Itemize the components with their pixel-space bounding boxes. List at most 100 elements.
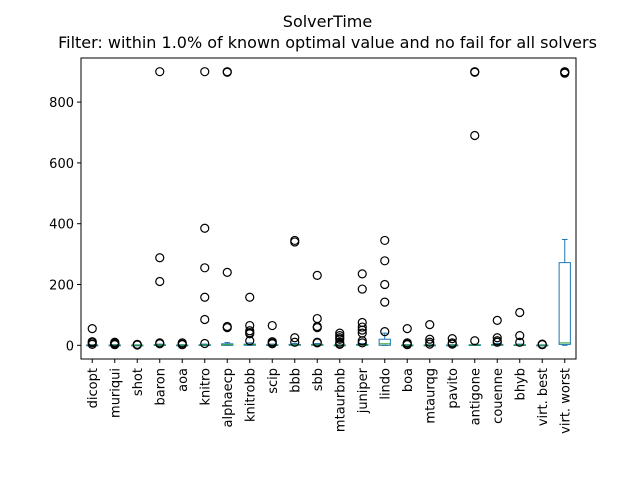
- x-tick-label: baron: [153, 368, 168, 405]
- x-tick-label: boa: [401, 368, 416, 392]
- x-tick-label: antigone: [468, 368, 483, 425]
- box-muriqui: [108, 337, 121, 350]
- outlier-point: [200, 314, 210, 325]
- outlier-point: [267, 320, 277, 331]
- x-tick-label: virt. worst: [558, 368, 573, 434]
- outlier-point: [425, 320, 435, 330]
- outlier-point: [245, 336, 255, 346]
- outlier-point: [402, 340, 412, 350]
- outlier-point: [245, 329, 255, 339]
- chart-subtitle: Filter: within 1.0% of known optimal val…: [58, 33, 597, 52]
- outlier-point: [87, 323, 97, 334]
- outlier-point: [492, 333, 502, 343]
- x-tick-label: bhyb: [513, 368, 528, 400]
- box-knitro: [198, 67, 211, 349]
- outlier-point: [560, 68, 570, 78]
- box-sbb: [311, 270, 324, 348]
- outlier-point: [402, 323, 412, 334]
- outlier-point: [380, 279, 390, 290]
- box-antigone: [468, 67, 481, 347]
- outlier-point: [290, 333, 300, 343]
- x-tick-label: sbb: [311, 368, 326, 391]
- outlier-point: [155, 276, 165, 287]
- outlier-point: [380, 297, 390, 307]
- outlier-point: [335, 328, 345, 338]
- box-knitrobb: [243, 292, 256, 346]
- outlier-point: [380, 235, 390, 246]
- box-mtaurbnb: [333, 328, 346, 350]
- outlier-point: [132, 340, 142, 350]
- x-tick-label: aoa: [176, 368, 191, 392]
- box-scip: [266, 320, 279, 349]
- outlier-point: [357, 269, 367, 279]
- box-alphaecp: [221, 67, 234, 346]
- box-pavito: [446, 334, 459, 349]
- outlier-point: [335, 339, 345, 350]
- x-tick-label: lindo: [378, 368, 393, 400]
- outlier-point: [425, 334, 435, 344]
- outlier-point: [155, 67, 165, 77]
- outlier-point: [537, 340, 547, 350]
- box-shot: [131, 339, 144, 350]
- outlier-point: [222, 67, 232, 77]
- x-tick-label: scip: [266, 368, 281, 394]
- x-tick-label: couenne: [491, 368, 506, 424]
- x-tick-label: muriqui: [108, 368, 123, 418]
- plot-frame: [80, 57, 577, 360]
- box-virt-best: [536, 339, 549, 350]
- outlier-point: [290, 337, 300, 347]
- outlier-point: [200, 292, 210, 302]
- x-tick-label: pavito: [446, 368, 461, 409]
- outlier-point: [222, 323, 232, 333]
- chart-title: SolverTime: [283, 12, 372, 31]
- outlier-point: [110, 340, 120, 350]
- outlier-point: [200, 338, 210, 349]
- x-tick-label: mtaurbnb: [333, 368, 348, 432]
- outlier-point: [515, 337, 525, 347]
- y-tick-label: 400: [49, 218, 74, 233]
- box-mtaurqg: [423, 320, 436, 349]
- x-tick-label: dicopt: [86, 368, 101, 408]
- box-boa: [401, 323, 414, 350]
- outlier-point: [470, 67, 480, 77]
- box-lindo: [378, 235, 391, 346]
- y-tick-label: 200: [49, 279, 74, 294]
- x-tick-label: shot: [131, 368, 146, 396]
- outlier-point: [312, 338, 322, 348]
- outlier-point: [357, 338, 367, 348]
- box-juniper: [356, 269, 369, 348]
- outlier-point: [200, 263, 210, 273]
- box-virt-worst: [558, 67, 571, 346]
- x-tick-label: knitro: [198, 368, 213, 406]
- outlier-point: [380, 256, 390, 266]
- outlier-point: [312, 270, 322, 280]
- outlier-point: [245, 292, 255, 302]
- box-dicopt: [86, 323, 99, 350]
- outlier-point: [177, 340, 187, 350]
- outlier-point: [357, 322, 367, 332]
- y-tick-label: 800: [49, 96, 74, 111]
- box-bbb: [288, 235, 301, 347]
- outlier-point: [357, 325, 367, 335]
- x-tick-label: bbb: [288, 368, 303, 393]
- outlier-point: [312, 323, 322, 333]
- outlier-point: [335, 334, 345, 344]
- x-tick-label: alphaecp: [221, 368, 236, 427]
- outlier-point: [87, 339, 97, 350]
- box-couenne: [491, 315, 504, 347]
- outlier-point: [470, 336, 480, 346]
- box-baron: [153, 67, 166, 349]
- outlier-point: [290, 237, 300, 247]
- x-tick-label: knitrobb: [243, 368, 258, 422]
- outlier-point: [515, 330, 525, 341]
- x-tick-label: virt. best: [536, 368, 551, 426]
- outlier-point: [425, 339, 435, 349]
- box-body: [558, 262, 571, 345]
- x-tick-label: juniper: [356, 367, 371, 414]
- outlier-point: [222, 267, 232, 277]
- y-tick-label: 600: [49, 157, 74, 172]
- outlier-point: [155, 339, 165, 349]
- x-tick-label: mtaurqg: [423, 368, 438, 424]
- outlier-point: [515, 307, 525, 318]
